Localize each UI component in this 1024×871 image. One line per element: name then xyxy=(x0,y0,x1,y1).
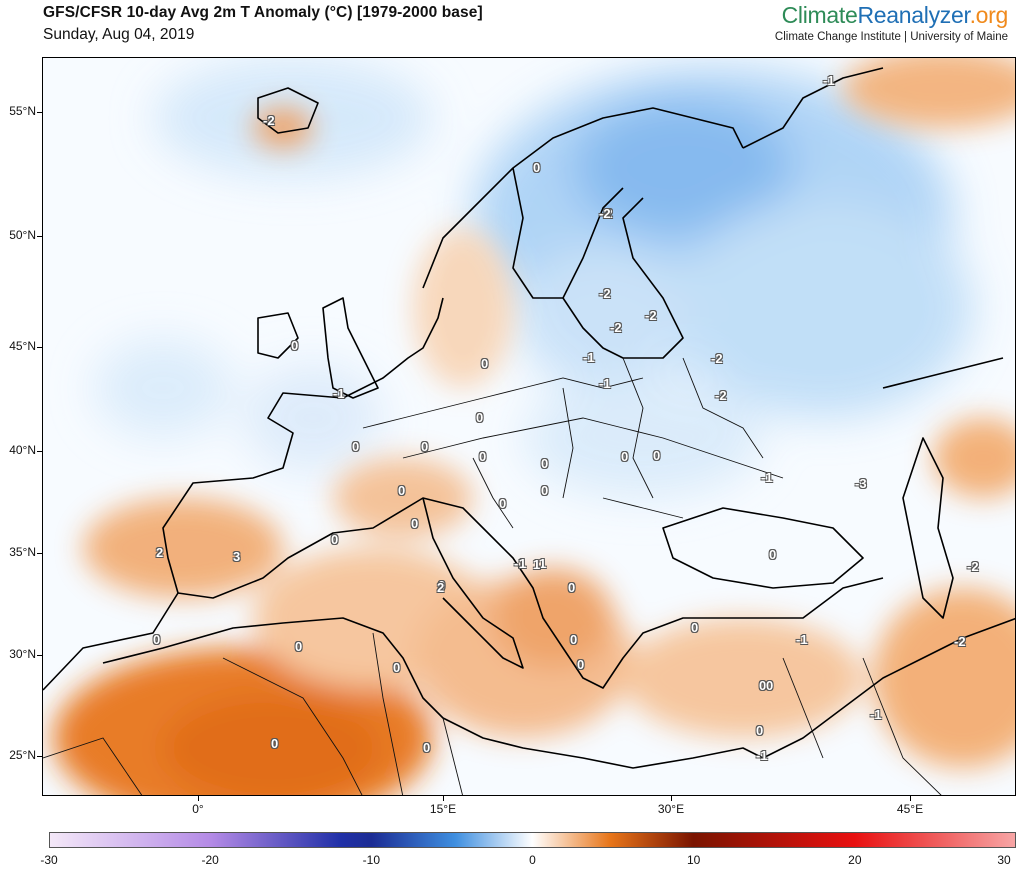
contour-label: -2 xyxy=(711,351,723,366)
brand-subtitle: Climate Change Institute | University of… xyxy=(774,31,1008,43)
contour-label: 1 xyxy=(539,556,547,571)
lon-tick xyxy=(443,796,444,801)
lat-tick xyxy=(37,655,42,656)
colorbar-tick-label: 30 xyxy=(997,853,1011,867)
contour-label: 0 xyxy=(271,736,279,751)
map-date: Sunday, Aug 04, 2019 xyxy=(43,26,195,43)
colorbar-tick-label: 20 xyxy=(848,853,862,867)
contour-label: -1 xyxy=(756,748,768,763)
contour-label: 2 xyxy=(156,545,164,560)
colorbar-tick-label: -20 xyxy=(201,853,219,867)
contour-label: 0 xyxy=(398,483,406,498)
contour-label: 0 xyxy=(438,578,446,593)
contour-label: 0 xyxy=(577,657,585,672)
contour-label: 1 xyxy=(533,557,541,572)
contour-label: -1 xyxy=(870,707,882,722)
colorbar-tick-label: 0 xyxy=(529,853,536,867)
contour-label: -1 xyxy=(583,350,595,365)
lat-label: 25°N xyxy=(9,748,36,762)
brand-logo-part2: Reanalyzer xyxy=(857,2,970,28)
contour-label: -2 xyxy=(599,206,611,221)
lat-label: 35°N xyxy=(9,545,36,559)
contour-label: -2 xyxy=(610,320,622,335)
contour-label: 0 xyxy=(756,723,764,738)
contour-label: 0 xyxy=(352,439,360,454)
contour-label: 2 xyxy=(437,580,445,595)
lat-label: 55°N xyxy=(9,104,36,118)
contour-label: 0 xyxy=(570,632,578,647)
contour-label: -1 xyxy=(761,470,773,485)
lon-tick xyxy=(671,796,672,801)
contour-label: 0 xyxy=(769,547,777,562)
lat-tick xyxy=(37,756,42,757)
lat-label: 40°N xyxy=(9,443,36,457)
contour-label: 0 xyxy=(421,439,429,454)
lon-label: 30°E xyxy=(657,802,685,816)
contour-label: 0 xyxy=(691,620,699,635)
contour-label: 1 xyxy=(519,556,527,571)
contour-label: 0 xyxy=(568,580,576,595)
brand-logo-part1: Climate xyxy=(781,2,858,28)
contour-label: 0 xyxy=(331,532,339,547)
contour-label: 0 xyxy=(476,410,484,425)
contour-label: 0 xyxy=(295,639,303,654)
contour-label: 0 xyxy=(479,449,487,464)
brand-logo-part3: .org xyxy=(969,2,1009,28)
contour-label: 0 xyxy=(541,456,549,471)
lon-tick xyxy=(910,796,911,801)
colorbar xyxy=(49,832,1016,848)
contour-label: -1 xyxy=(599,376,611,391)
contour-label: -2 xyxy=(263,113,275,128)
anomaly-map-svg xyxy=(43,58,1015,795)
contour-label: -2 xyxy=(967,559,979,574)
contour-label: 0 xyxy=(766,678,774,693)
lon-label: 15°E xyxy=(429,802,457,816)
contour-label: 0 xyxy=(393,660,401,675)
colorbar-gradient xyxy=(50,833,1015,847)
contour-label: -2 xyxy=(715,388,727,403)
contour-label: 0 xyxy=(499,496,507,511)
colorbar-tick-label: -30 xyxy=(40,853,58,867)
contour-label: -1 xyxy=(333,386,345,401)
contour-label: 0 xyxy=(481,356,489,371)
contour-label: -1 xyxy=(823,73,835,88)
lon-label: 45°E xyxy=(896,802,924,816)
contour-label: 0 xyxy=(653,448,661,463)
contour-label: 0 xyxy=(541,483,549,498)
contour-label: 0 xyxy=(423,740,431,755)
contour-label: -1 xyxy=(514,556,526,571)
lat-tick xyxy=(37,451,42,452)
contour-label: -2 xyxy=(601,206,613,221)
contour-label: 0 xyxy=(291,338,299,353)
lat-label: 45°N xyxy=(9,339,36,353)
lon-tick xyxy=(198,796,199,801)
lon-label: 0° xyxy=(192,802,204,816)
lat-tick xyxy=(37,347,42,348)
contour-label: -2 xyxy=(645,308,657,323)
map-title: GFS/CFSR 10-day Avg 2m T Anomaly (°C) [1… xyxy=(43,4,483,21)
lat-tick xyxy=(37,236,42,237)
lat-label: 30°N xyxy=(9,647,36,661)
contour-label: 0 xyxy=(153,632,161,647)
contour-label: 0 xyxy=(411,516,419,531)
anomaly-map: -2 -2 -1 0 -2 -2 -2 -2 -2 0 -1 -1 -2 -1 0 0 0 0 0 0 0 0 0 0 -1 0 0… xyxy=(42,57,1016,796)
colorbar-tick-label: 10 xyxy=(686,853,701,867)
contour-label: 0 xyxy=(533,160,541,175)
contour-label: -2 xyxy=(599,286,611,301)
lat-tick xyxy=(37,553,42,554)
contour-label: -1 xyxy=(796,632,808,647)
contour-label: 3 xyxy=(233,549,241,564)
colorbar-tick-label: -10 xyxy=(362,853,380,867)
brand-logo[interactable]: ClimateReanalyzer.org xyxy=(781,2,1009,29)
lat-tick xyxy=(37,112,42,113)
contour-label: 0 xyxy=(759,678,767,693)
lat-label: 50°N xyxy=(9,228,36,242)
contour-label: -3 xyxy=(855,476,867,491)
contour-label: 0 xyxy=(621,449,629,464)
contour-label: -2 xyxy=(954,634,966,649)
